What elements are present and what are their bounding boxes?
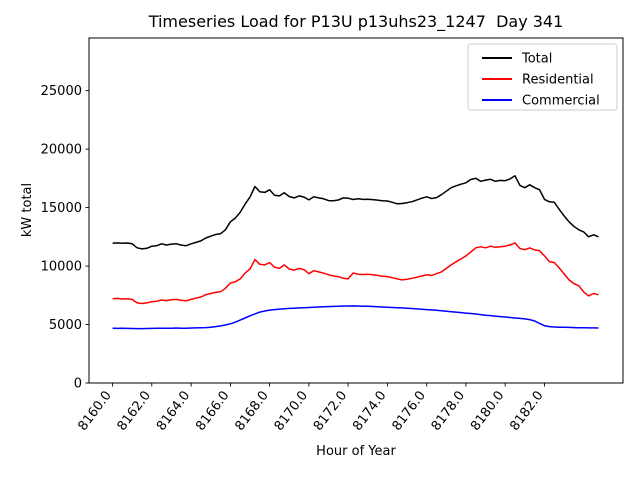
x-tick-label: 8172.0	[311, 388, 350, 433]
y-tick-label: 20000	[41, 143, 82, 158]
legend-item-commercial: Commercial	[482, 94, 600, 109]
legend-box	[467, 43, 618, 111]
y-tick-label: 5000	[49, 318, 82, 333]
x-tick-label: 8170.0	[272, 388, 311, 433]
legend-item-residential: Residential	[482, 73, 594, 88]
series-line-residential	[112, 242, 599, 305]
y-tick-label: 25000	[41, 84, 82, 99]
legend-item-total: Total	[482, 52, 552, 67]
legend: Total Residential Commercial	[467, 43, 618, 111]
x-tick-label: 8182.0	[507, 388, 546, 433]
legend-label: Total	[521, 52, 552, 67]
y-tick-label: 10000	[41, 260, 82, 275]
legend-label: Residential	[522, 73, 594, 88]
x-tick-label: 8176.0	[390, 388, 429, 433]
x-tick-label: 8168.0	[232, 388, 271, 433]
x-axis-label: Hour of Year	[316, 444, 396, 459]
x-tick-label: 8164.0	[154, 388, 193, 433]
x-tick-label: 8166.0	[193, 388, 232, 433]
series-line-total	[112, 175, 599, 250]
series-line-commercial	[112, 305, 599, 330]
y-tick-label: 15000	[41, 201, 82, 216]
x-tick-label: 8180.0	[468, 388, 507, 433]
x-tick-label: 8174.0	[350, 388, 389, 433]
axes-frame	[88, 37, 624, 384]
x-tick-label: 8178.0	[429, 388, 468, 433]
x-tick-label: 8162.0	[115, 388, 154, 433]
legend-label: Commercial	[522, 94, 600, 109]
y-tick-label: 0	[74, 377, 82, 392]
x-tick-label: 8160.0	[75, 388, 114, 433]
chart-title: Timeseries Load for P13U p13uhs23_1247 D…	[148, 12, 564, 31]
